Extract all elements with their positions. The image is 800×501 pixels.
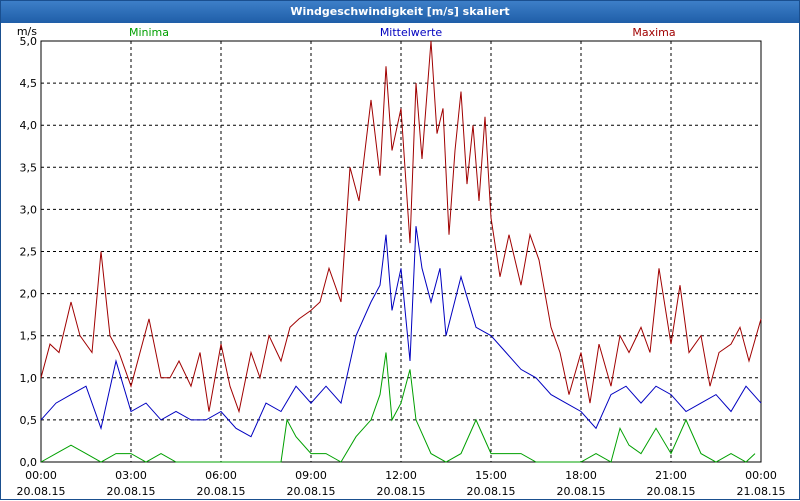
x-tick-time: 00:00 xyxy=(745,469,777,482)
x-tick-date: 20.08.15 xyxy=(647,485,696,498)
y-tick-label: 4,0 xyxy=(20,119,38,132)
y-tick-label: 0,0 xyxy=(20,456,38,469)
y-axis-label: m/s xyxy=(17,25,37,38)
y-tick-label: 5,0 xyxy=(20,35,38,48)
y-tick-label: 4,5 xyxy=(20,77,38,90)
series-line-mittelwerte xyxy=(40,226,762,438)
y-tick-label: 0,5 xyxy=(20,414,38,427)
series-line-maxima xyxy=(40,40,762,414)
x-tick-date: 20.08.15 xyxy=(467,485,516,498)
x-tick-time: 15:00 xyxy=(475,469,507,482)
legend-mittelwerte: Mittelwerte xyxy=(380,26,443,39)
x-tick-time: 12:00 xyxy=(385,469,417,482)
x-tick-time: 09:00 xyxy=(295,469,327,482)
legend-maxima: Maxima xyxy=(632,26,675,39)
x-tick-date: 20.08.15 xyxy=(107,485,156,498)
x-tick-time: 06:00 xyxy=(205,469,237,482)
y-tick-label: 1,5 xyxy=(20,330,38,343)
x-tick-date: 21.08.15 xyxy=(737,485,786,498)
series-line-minima xyxy=(40,352,756,463)
y-tick-label: 3,0 xyxy=(20,203,38,216)
window-title: Windgeschwindigkeit [m/s] skaliert xyxy=(1,1,799,23)
x-tick-date: 20.08.15 xyxy=(17,485,66,498)
x-tick-time: 21:00 xyxy=(655,469,687,482)
x-tick-date: 20.08.15 xyxy=(287,485,336,498)
x-tick-date: 20.08.15 xyxy=(197,485,246,498)
y-tick-label: 1,0 xyxy=(20,372,38,385)
x-tick-time: 18:00 xyxy=(565,469,597,482)
y-tick-label: 2,0 xyxy=(20,288,38,301)
y-tick-label: 3,5 xyxy=(20,161,38,174)
x-tick-time: 03:00 xyxy=(115,469,147,482)
x-tick-time: 00:00 xyxy=(25,469,57,482)
legend-minima: Minima xyxy=(129,26,169,39)
x-tick-date: 20.08.15 xyxy=(557,485,606,498)
y-tick-label: 2,5 xyxy=(20,246,38,259)
x-tick-date: 20.08.15 xyxy=(377,485,426,498)
